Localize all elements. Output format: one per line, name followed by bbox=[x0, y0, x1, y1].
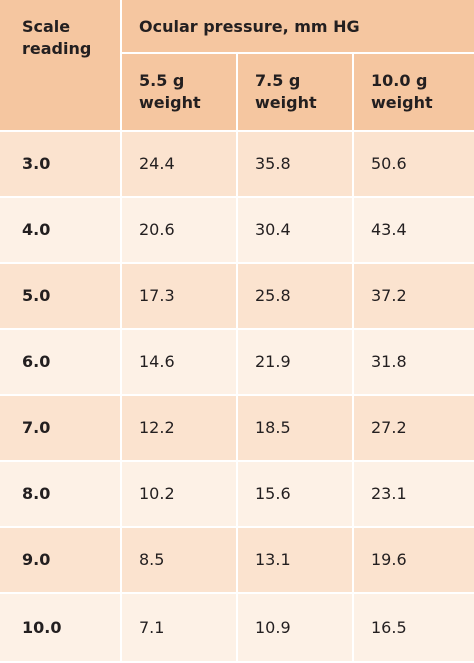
row-label-text: 5.0 bbox=[22, 286, 51, 305]
cell-value-text: 37.2 bbox=[371, 286, 407, 305]
cell-value-text: 16.5 bbox=[371, 617, 407, 637]
row-label-text: 4.0 bbox=[22, 220, 51, 239]
cell-value-text: 18.5 bbox=[255, 418, 291, 437]
cell-value: 25.8 bbox=[238, 264, 352, 328]
column-header-text: 10.0 g weight bbox=[371, 71, 433, 112]
row-label: 9.0 bbox=[0, 528, 120, 592]
cell-value: 20.6 bbox=[122, 198, 236, 262]
row-label: 10.0 bbox=[0, 594, 120, 661]
row-label: 5.0 bbox=[0, 264, 120, 328]
cell-value: 43.4 bbox=[354, 198, 474, 262]
cell-value: 30.4 bbox=[238, 198, 352, 262]
cell-value: 24.4 bbox=[122, 132, 236, 196]
cell-value-text: 7.1 bbox=[139, 617, 165, 637]
cell-value: 12.2 bbox=[122, 396, 236, 460]
cell-value: 19.6 bbox=[354, 528, 474, 592]
group-header-text: Ocular pressure, mm HG bbox=[139, 17, 360, 36]
column-header-text: 5.5 g weight bbox=[139, 71, 201, 112]
cell-value: 35.8 bbox=[238, 132, 352, 196]
cell-value-text: 43.4 bbox=[371, 220, 407, 239]
row-label-text: 9.0 bbox=[22, 550, 51, 569]
cell-value-text: 19.6 bbox=[371, 550, 407, 569]
column-header: 10.0 g weight bbox=[354, 54, 474, 130]
cell-value-text: 10.2 bbox=[139, 484, 175, 503]
cell-value-text: 15.6 bbox=[255, 484, 291, 503]
row-label: 4.0 bbox=[0, 198, 120, 262]
cell-value: 50.6 bbox=[354, 132, 474, 196]
cell-value: 21.9 bbox=[238, 330, 352, 394]
row-label: 7.0 bbox=[0, 396, 120, 460]
cell-value: 18.5 bbox=[238, 396, 352, 460]
row-label: 6.0 bbox=[0, 330, 120, 394]
cell-value-text: 24.4 bbox=[139, 154, 175, 173]
cell-value: 37.2 bbox=[354, 264, 474, 328]
row-label-text: 8.0 bbox=[22, 484, 51, 503]
row-label-text: 3.0 bbox=[22, 154, 51, 173]
cell-value: 15.6 bbox=[238, 462, 352, 526]
cell-value-text: 13.1 bbox=[255, 550, 291, 569]
cell-value-text: 25.8 bbox=[255, 286, 291, 305]
column-header: 7.5 g weight bbox=[238, 54, 352, 130]
cell-value-text: 30.4 bbox=[255, 220, 291, 239]
row-label-header-text: Scale reading bbox=[22, 17, 92, 58]
cell-value: 14.6 bbox=[122, 330, 236, 394]
cell-value-text: 31.8 bbox=[371, 352, 407, 371]
cell-value-text: 20.6 bbox=[139, 220, 175, 239]
cell-value-text: 14.6 bbox=[139, 352, 175, 371]
cell-value-text: 35.8 bbox=[255, 154, 291, 173]
row-label-text: 6.0 bbox=[22, 352, 51, 371]
cell-value: 23.1 bbox=[354, 462, 474, 526]
row-label-text: 7.0 bbox=[22, 418, 51, 437]
column-header: 5.5 g weight bbox=[122, 54, 236, 130]
cell-value: 17.3 bbox=[122, 264, 236, 328]
cell-value: 16.5 bbox=[354, 594, 474, 661]
column-header-text: 7.5 g weight bbox=[255, 71, 317, 112]
cell-value: 7.1 bbox=[122, 594, 236, 661]
cell-value: 10.9 bbox=[238, 594, 352, 661]
cell-value: 10.2 bbox=[122, 462, 236, 526]
cell-value: 31.8 bbox=[354, 330, 474, 394]
cell-value: 13.1 bbox=[238, 528, 352, 592]
cell-value-text: 8.5 bbox=[139, 550, 165, 569]
row-label-text: 10.0 bbox=[22, 617, 62, 637]
row-label-header: Scale reading bbox=[0, 0, 120, 130]
group-header: Ocular pressure, mm HG bbox=[122, 0, 474, 52]
cell-value: 27.2 bbox=[354, 396, 474, 460]
row-label: 3.0 bbox=[0, 132, 120, 196]
cell-value-text: 17.3 bbox=[139, 286, 175, 305]
cell-value-text: 50.6 bbox=[371, 154, 407, 173]
cell-value-text: 21.9 bbox=[255, 352, 291, 371]
cell-value-text: 27.2 bbox=[371, 418, 407, 437]
row-label: 8.0 bbox=[0, 462, 120, 526]
cell-value-text: 23.1 bbox=[371, 484, 407, 503]
cell-value-text: 12.2 bbox=[139, 418, 175, 437]
cell-value-text: 10.9 bbox=[255, 617, 291, 637]
cell-value: 8.5 bbox=[122, 528, 236, 592]
